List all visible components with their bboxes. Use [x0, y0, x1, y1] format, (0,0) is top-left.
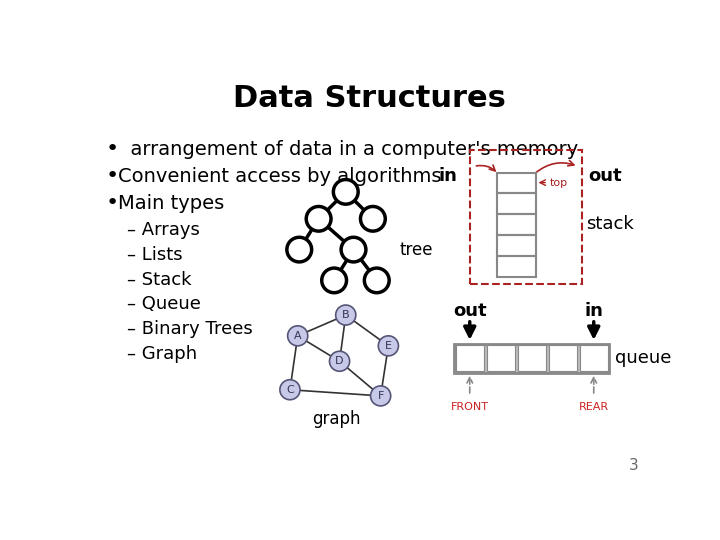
Text: arrangement of data in a computer's memory: arrangement of data in a computer's memo… [118, 140, 578, 159]
Text: – Graph: – Graph [127, 345, 197, 362]
Text: in: in [438, 167, 457, 185]
Circle shape [330, 351, 350, 372]
Text: – Stack: – Stack [127, 271, 192, 288]
Bar [497, 193, 536, 214]
Text: – Arrays: – Arrays [127, 221, 200, 239]
Text: tree: tree [400, 241, 433, 259]
Bar [469, 150, 582, 284]
Text: out: out [588, 167, 622, 185]
Circle shape [341, 237, 366, 262]
Text: out: out [453, 302, 487, 320]
Text: Data Structures: Data Structures [233, 84, 505, 113]
Text: F: F [377, 391, 384, 401]
Circle shape [336, 305, 356, 325]
Text: Main types: Main types [118, 194, 224, 213]
Bar [549, 345, 577, 372]
Text: – Lists: – Lists [127, 246, 183, 264]
Bar [456, 345, 484, 372]
Circle shape [287, 237, 312, 262]
Circle shape [371, 386, 391, 406]
Circle shape [322, 268, 346, 293]
Circle shape [280, 380, 300, 400]
Text: stack: stack [586, 214, 634, 233]
Text: B: B [342, 310, 350, 320]
Text: queue: queue [616, 349, 672, 367]
Text: FRONT: FRONT [451, 402, 489, 412]
Text: E: E [385, 341, 392, 351]
Bar [497, 173, 536, 193]
Bar [487, 345, 515, 372]
Text: top: top [549, 178, 567, 187]
Text: REAR: REAR [579, 402, 609, 412]
Text: graph: graph [312, 410, 361, 428]
Bar [454, 343, 609, 373]
Text: •: • [106, 139, 119, 159]
Text: 3: 3 [629, 458, 639, 473]
Text: – Binary Trees: – Binary Trees [127, 320, 253, 338]
Text: •: • [106, 193, 119, 213]
Bar [497, 214, 536, 235]
Text: C: C [286, 384, 294, 395]
Circle shape [378, 336, 398, 356]
Text: A: A [294, 331, 302, 341]
Bar [497, 256, 536, 276]
Text: •: • [106, 166, 119, 186]
Circle shape [333, 179, 358, 204]
Circle shape [287, 326, 307, 346]
Bar [497, 235, 536, 256]
Bar [518, 345, 546, 372]
Circle shape [306, 206, 331, 231]
Circle shape [364, 268, 389, 293]
Text: – Queue: – Queue [127, 295, 201, 313]
Text: D: D [336, 356, 344, 366]
Circle shape [361, 206, 385, 231]
Bar [580, 345, 608, 372]
Text: in: in [585, 302, 603, 320]
Text: Convenient access by algorithms: Convenient access by algorithms [118, 167, 441, 186]
